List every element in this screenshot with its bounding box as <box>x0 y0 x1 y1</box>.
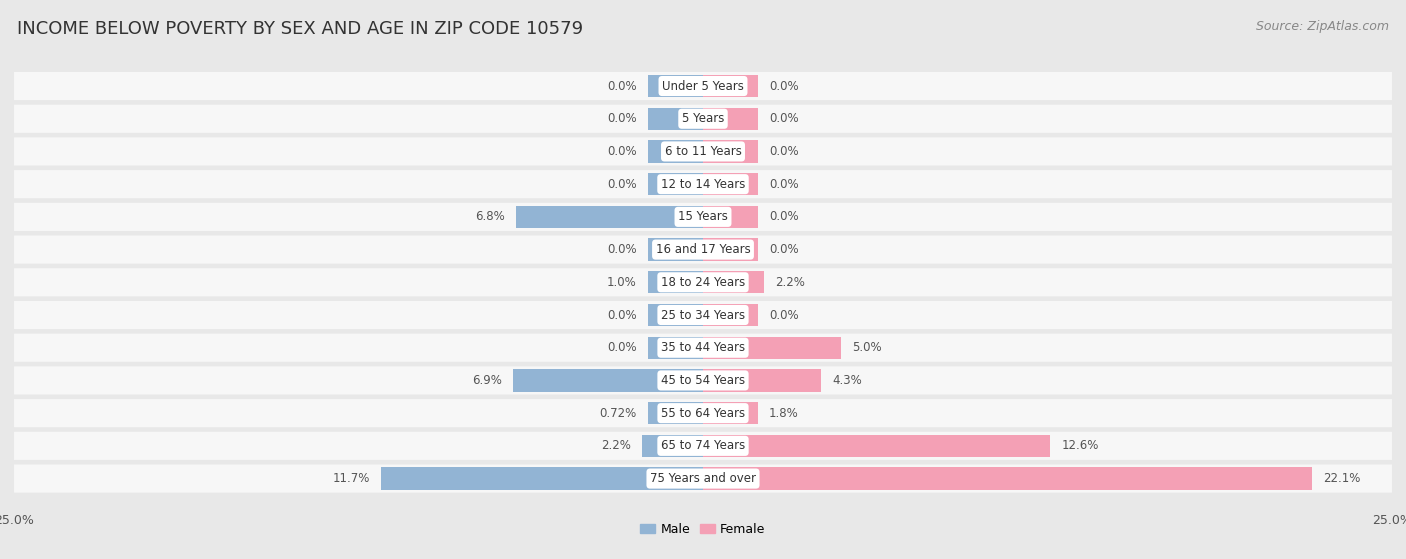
Bar <box>648 140 703 163</box>
FancyBboxPatch shape <box>14 170 1392 198</box>
FancyBboxPatch shape <box>14 105 1392 133</box>
Bar <box>703 271 763 293</box>
Bar <box>513 369 703 391</box>
FancyBboxPatch shape <box>14 465 1392 492</box>
Bar <box>703 75 758 97</box>
Bar <box>703 140 758 163</box>
Text: 75 Years and over: 75 Years and over <box>650 472 756 485</box>
Bar <box>703 108 758 130</box>
Bar <box>648 75 703 97</box>
Text: 0.0%: 0.0% <box>769 178 799 191</box>
Bar <box>703 173 758 195</box>
Text: 2.2%: 2.2% <box>775 276 804 289</box>
FancyBboxPatch shape <box>14 432 1392 460</box>
Text: 0.0%: 0.0% <box>607 79 637 93</box>
Text: 12.6%: 12.6% <box>1062 439 1098 452</box>
Bar <box>648 108 703 130</box>
Bar <box>648 402 703 424</box>
Bar <box>516 206 703 228</box>
Text: 0.0%: 0.0% <box>607 112 637 125</box>
Text: INCOME BELOW POVERTY BY SEX AND AGE IN ZIP CODE 10579: INCOME BELOW POVERTY BY SEX AND AGE IN Z… <box>17 20 583 37</box>
Bar <box>648 304 703 326</box>
FancyBboxPatch shape <box>14 138 1392 165</box>
Bar <box>381 467 703 490</box>
Text: 16 and 17 Years: 16 and 17 Years <box>655 243 751 256</box>
Text: 25 to 34 Years: 25 to 34 Years <box>661 309 745 321</box>
Text: 0.0%: 0.0% <box>769 145 799 158</box>
Text: 0.0%: 0.0% <box>607 243 637 256</box>
FancyBboxPatch shape <box>14 399 1392 427</box>
Bar <box>703 467 1312 490</box>
FancyBboxPatch shape <box>14 268 1392 296</box>
Text: 0.0%: 0.0% <box>769 243 799 256</box>
Text: 0.72%: 0.72% <box>599 406 637 420</box>
Text: 22.1%: 22.1% <box>1323 472 1361 485</box>
Text: 1.0%: 1.0% <box>607 276 637 289</box>
Bar <box>643 435 703 457</box>
Text: Under 5 Years: Under 5 Years <box>662 79 744 93</box>
Bar <box>648 239 703 260</box>
Bar <box>703 239 758 260</box>
Text: 18 to 24 Years: 18 to 24 Years <box>661 276 745 289</box>
Text: 5 Years: 5 Years <box>682 112 724 125</box>
Text: 0.0%: 0.0% <box>769 210 799 224</box>
Bar <box>703 304 758 326</box>
FancyBboxPatch shape <box>14 366 1392 395</box>
Text: 0.0%: 0.0% <box>769 309 799 321</box>
Text: 12 to 14 Years: 12 to 14 Years <box>661 178 745 191</box>
Bar <box>648 271 703 293</box>
Text: 4.3%: 4.3% <box>832 374 862 387</box>
Text: 6.9%: 6.9% <box>472 374 502 387</box>
Bar <box>703 337 841 359</box>
Legend: Male, Female: Male, Female <box>636 518 770 541</box>
Text: 35 to 44 Years: 35 to 44 Years <box>661 341 745 354</box>
FancyBboxPatch shape <box>14 203 1392 231</box>
Bar <box>703 435 1050 457</box>
Bar <box>703 206 758 228</box>
Text: 2.2%: 2.2% <box>602 439 631 452</box>
Text: 0.0%: 0.0% <box>607 178 637 191</box>
Bar <box>703 402 758 424</box>
Text: Source: ZipAtlas.com: Source: ZipAtlas.com <box>1256 20 1389 32</box>
Bar <box>648 337 703 359</box>
Text: 11.7%: 11.7% <box>332 472 370 485</box>
Bar <box>703 369 821 391</box>
Text: 45 to 54 Years: 45 to 54 Years <box>661 374 745 387</box>
Text: 65 to 74 Years: 65 to 74 Years <box>661 439 745 452</box>
Text: 0.0%: 0.0% <box>607 341 637 354</box>
Text: 0.0%: 0.0% <box>607 145 637 158</box>
FancyBboxPatch shape <box>14 301 1392 329</box>
Text: 6 to 11 Years: 6 to 11 Years <box>665 145 741 158</box>
Text: 0.0%: 0.0% <box>769 79 799 93</box>
FancyBboxPatch shape <box>14 334 1392 362</box>
Text: 5.0%: 5.0% <box>852 341 882 354</box>
Text: 15 Years: 15 Years <box>678 210 728 224</box>
FancyBboxPatch shape <box>14 72 1392 100</box>
FancyBboxPatch shape <box>14 235 1392 264</box>
Bar <box>648 173 703 195</box>
Text: 0.0%: 0.0% <box>769 112 799 125</box>
Text: 6.8%: 6.8% <box>475 210 505 224</box>
Text: 0.0%: 0.0% <box>607 309 637 321</box>
Text: 1.8%: 1.8% <box>769 406 799 420</box>
Text: 55 to 64 Years: 55 to 64 Years <box>661 406 745 420</box>
